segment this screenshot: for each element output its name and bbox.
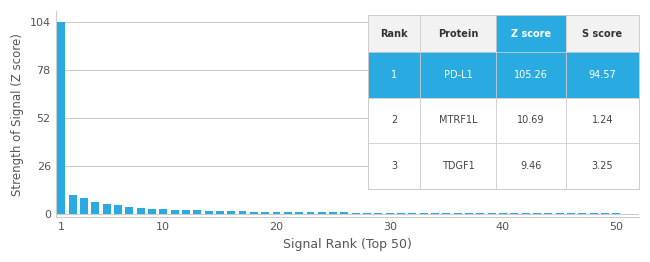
Bar	[307, 212, 315, 214]
Bar	[159, 209, 167, 214]
Bar	[182, 210, 190, 214]
Bar	[522, 213, 530, 214]
Bar	[92, 202, 99, 214]
Bar	[374, 213, 382, 214]
Bar	[318, 212, 326, 214]
Bar	[476, 213, 484, 214]
Bar	[363, 213, 371, 214]
Bar	[103, 204, 111, 214]
Bar	[272, 212, 280, 214]
Bar	[567, 213, 575, 214]
Text: Rank: Rank	[380, 29, 408, 39]
Bar	[408, 213, 417, 214]
Bar	[386, 213, 394, 214]
Bar	[341, 212, 348, 214]
Bar	[170, 210, 179, 214]
Bar	[284, 212, 292, 214]
Text: 1.24: 1.24	[592, 116, 613, 125]
Bar	[420, 213, 428, 214]
Bar	[193, 210, 202, 214]
Text: 3: 3	[391, 161, 397, 171]
Bar	[69, 195, 77, 214]
Bar	[125, 207, 133, 214]
Bar	[397, 213, 405, 214]
Y-axis label: Strength of Signal (Z score): Strength of Signal (Z score)	[11, 33, 24, 196]
Text: Protein: Protein	[438, 29, 478, 39]
Bar	[612, 213, 620, 214]
Bar	[216, 211, 224, 214]
Text: 94.57: 94.57	[588, 70, 616, 80]
Bar	[80, 198, 88, 214]
Bar	[556, 213, 564, 214]
Bar	[499, 213, 507, 214]
Bar	[431, 213, 439, 214]
Bar	[227, 211, 235, 214]
Text: 105.26: 105.26	[514, 70, 548, 80]
Bar	[443, 213, 450, 214]
Text: PD-L1: PD-L1	[444, 70, 473, 80]
Text: 3.25: 3.25	[592, 161, 613, 171]
Text: 10.69: 10.69	[517, 116, 545, 125]
Bar	[250, 212, 258, 214]
Bar	[465, 213, 473, 214]
Text: Z score: Z score	[511, 29, 551, 39]
Bar	[329, 212, 337, 214]
Bar	[261, 212, 269, 214]
Bar	[136, 208, 144, 214]
Bar	[239, 211, 246, 214]
Text: 1: 1	[391, 70, 397, 80]
Bar	[510, 213, 518, 214]
Bar	[352, 212, 359, 214]
Bar	[488, 213, 496, 214]
Text: TDGF1: TDGF1	[442, 161, 474, 171]
Bar	[205, 211, 213, 214]
Bar	[601, 213, 609, 214]
Bar	[544, 213, 552, 214]
Bar	[590, 213, 597, 214]
Text: S score: S score	[582, 29, 623, 39]
Text: MTRF1L: MTRF1L	[439, 116, 477, 125]
Bar	[148, 209, 156, 214]
Bar	[533, 213, 541, 214]
Bar	[454, 213, 462, 214]
Bar	[114, 205, 122, 214]
Text: 9.46: 9.46	[520, 161, 541, 171]
Bar	[295, 212, 303, 214]
Bar	[578, 213, 586, 214]
X-axis label: Signal Rank (Top 50): Signal Rank (Top 50)	[283, 238, 411, 251]
Bar	[57, 22, 65, 214]
Text: 2: 2	[391, 116, 397, 125]
